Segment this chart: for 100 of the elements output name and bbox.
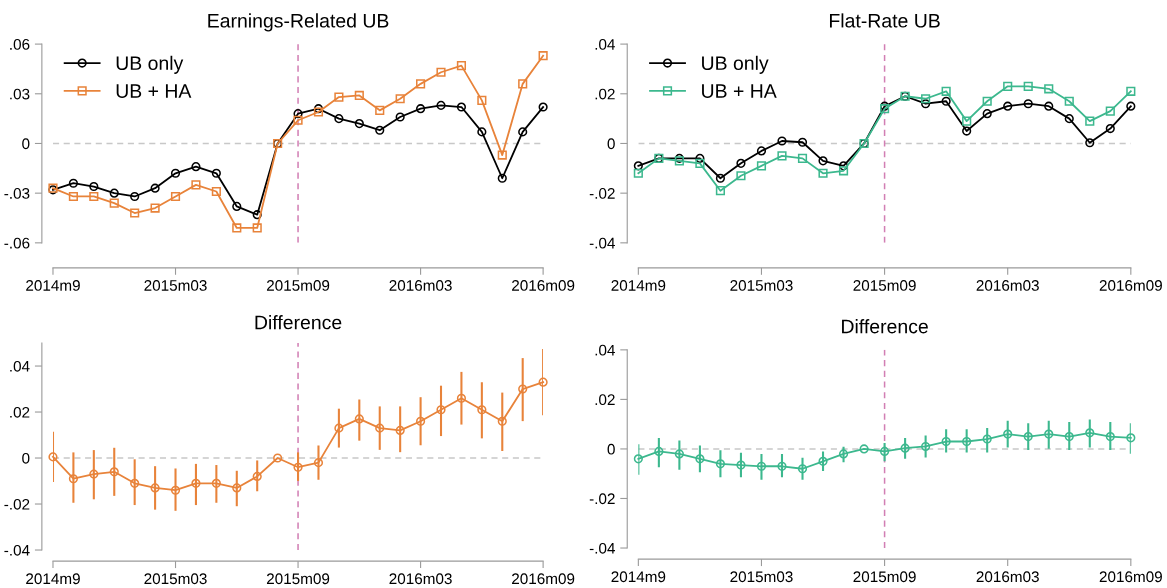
point [150,203,160,213]
x-tick-label: 2016m03 [976,280,1039,291]
point [456,61,467,71]
y-tick-label: -.02 [4,498,30,510]
y-tick-label: -.04 [589,237,615,249]
point [838,161,849,171]
point [109,467,119,477]
point [375,423,385,433]
x-tick-label: 2016m09 [1099,280,1162,291]
x-tick-label: 2014m9 [26,280,80,291]
point [695,153,705,163]
point [797,137,808,147]
point [497,416,507,426]
point [818,456,828,466]
point [674,449,684,459]
point [477,127,487,137]
point [130,208,140,218]
point [416,104,426,114]
point [252,223,262,233]
y-tick-label: .02 [595,88,615,100]
x-tick-label: 2016m03 [389,573,452,585]
point [1003,81,1013,91]
x-tick-label: 2015m03 [144,573,207,585]
chart-title: Flat-Rate UB [830,13,940,28]
point [921,94,931,104]
chart-title: Difference [842,319,928,334]
x-tick-label: 2015m03 [730,280,793,291]
point [497,173,507,183]
point [518,127,528,137]
point [191,478,201,488]
point [232,483,242,493]
x-tick-label: 2015m09 [853,280,916,291]
y-tick-label: 0 [607,138,615,150]
y-tick-label: .02 [595,394,615,406]
point [477,95,487,105]
point [941,86,951,96]
point [818,156,828,166]
point [293,115,303,125]
point [777,461,787,471]
point [334,92,344,102]
point [456,102,467,112]
point [633,168,643,178]
y-tick-label: -.06 [4,237,30,249]
point [273,453,283,463]
point [518,79,528,89]
point [518,384,528,394]
point [334,114,344,124]
point [921,99,931,109]
point [293,109,303,119]
point [293,462,303,472]
chart-title: Difference [255,315,342,330]
y-tick-label: -.02 [589,493,615,505]
point [191,162,201,172]
point [1126,86,1136,96]
point [900,443,910,453]
point [170,191,181,202]
point [715,186,726,196]
point [1044,84,1054,94]
point [109,198,119,208]
point [1023,99,1033,109]
point [497,150,507,160]
point [1064,431,1074,442]
y-tick-label: -.04 [589,542,615,554]
point [982,109,992,119]
point [715,459,726,469]
point [436,67,446,77]
point [859,444,869,454]
point [695,158,705,168]
point [211,478,221,488]
x-tick-label: 2015m09 [266,280,330,291]
point [633,454,643,464]
point [456,393,467,403]
point [538,102,548,112]
point [211,186,221,197]
point [395,94,405,104]
point [538,377,548,387]
point [777,151,787,161]
point [1085,116,1095,126]
y-tick-label: .06 [10,38,30,50]
x-tick-label: 2015m03 [730,571,793,583]
point [818,168,828,178]
point [1044,429,1054,439]
point [313,458,324,468]
y-tick-label: -.04 [4,544,30,556]
point [538,51,548,61]
point [633,161,643,171]
point [982,96,992,106]
point [1003,101,1013,111]
point [695,454,705,464]
y-tick-label: -.02 [589,188,615,199]
point [715,173,726,183]
point [130,191,140,202]
x-tick-label: 2015m09 [853,571,916,583]
point [232,223,242,233]
point [1003,429,1013,439]
y-tick-label: .03 [10,88,30,100]
y-tick-label: -.03 [4,188,30,199]
point [191,180,201,190]
legend-label: UB only [702,55,769,74]
point [150,183,160,193]
